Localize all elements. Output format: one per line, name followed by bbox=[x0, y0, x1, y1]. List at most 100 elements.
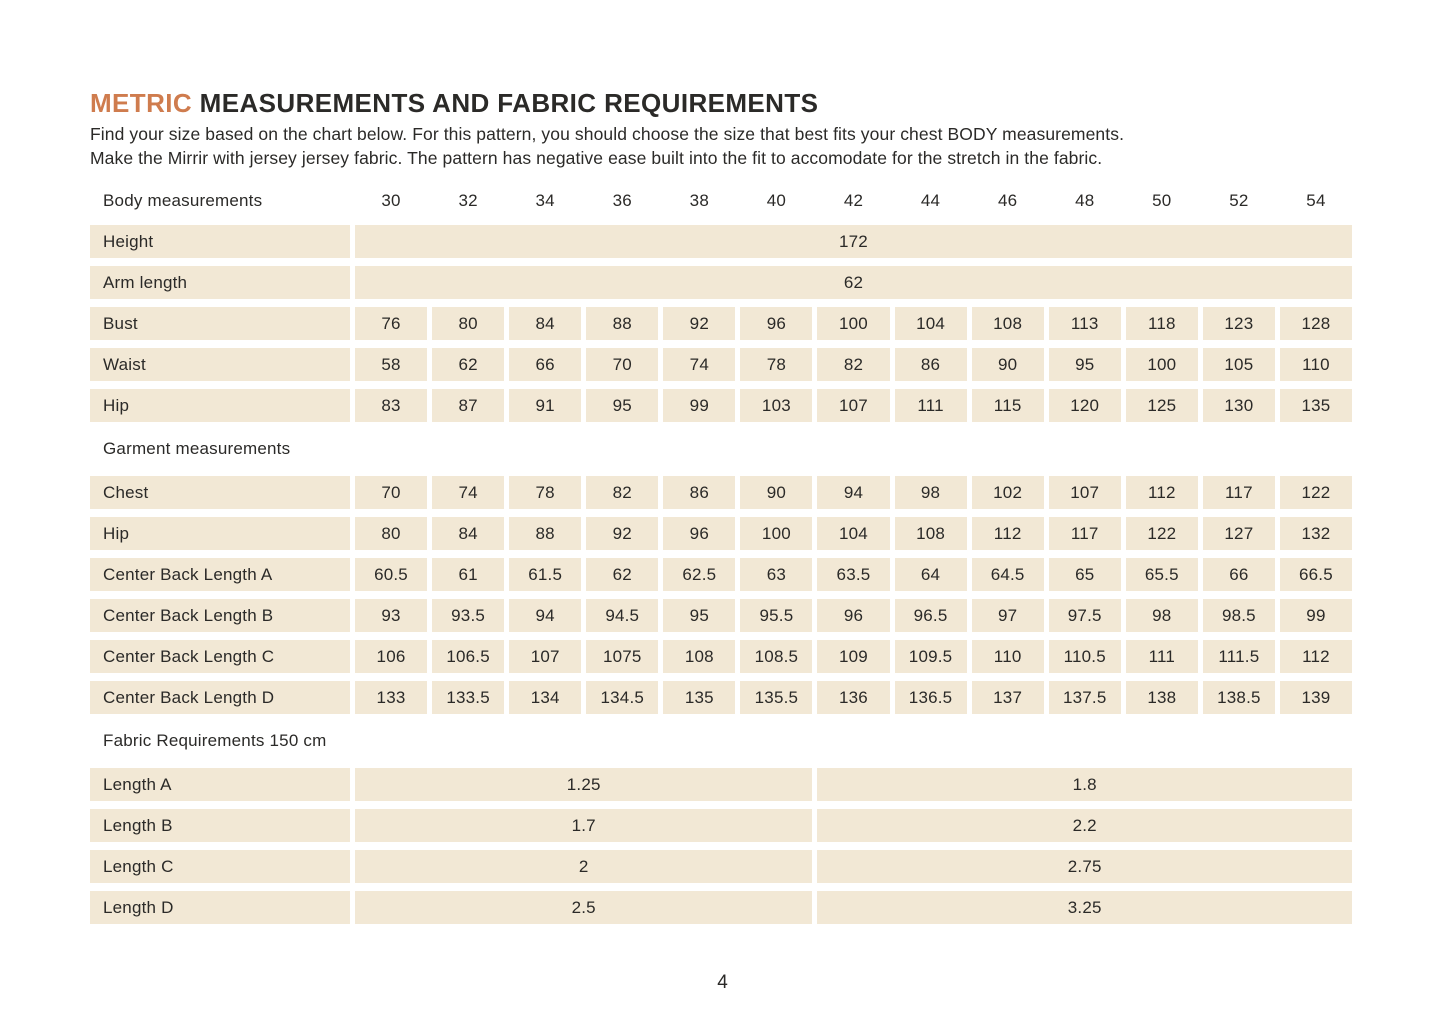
page-content: METRIC MEASUREMENTS AND FABRIC REQUIREME… bbox=[90, 88, 1352, 924]
row-value-cell: 62.5 bbox=[663, 558, 736, 591]
row-value-cell: 80 bbox=[355, 517, 428, 550]
row-value-cell: 84 bbox=[432, 517, 505, 550]
row-value-cell: 95.5 bbox=[740, 599, 813, 632]
table-header-label: Body measurements bbox=[103, 190, 263, 210]
row-label: Center Back Length B bbox=[90, 599, 350, 632]
intro-line-1: Find your size based on the chart below.… bbox=[90, 124, 1125, 144]
row-value-cell: 135 bbox=[663, 681, 736, 714]
size-table: Body measurements 30 32 34 36 38 40 42 44 46 48 50 5… bbox=[90, 184, 1352, 924]
row-value-cell: 97 bbox=[971, 599, 1044, 632]
row-value-cell: 134 bbox=[509, 681, 582, 714]
row-value-cell: 111.5 bbox=[1202, 640, 1275, 673]
row-value-cell: 107 bbox=[509, 640, 582, 673]
row-label: Waist bbox=[90, 348, 350, 381]
row-value-cell: 1075 bbox=[586, 640, 659, 673]
row-value-cell: 92 bbox=[663, 307, 736, 340]
row-value-cell: 118 bbox=[1125, 307, 1198, 340]
row-value-cell: 93 bbox=[355, 599, 428, 632]
size-column-header: 30 bbox=[381, 190, 401, 210]
row-value-cell: 61.5 bbox=[509, 558, 582, 591]
row-value-right-span: 2.2 bbox=[817, 809, 1352, 842]
row-label: Length D bbox=[90, 891, 350, 924]
row-label: Center Back Length D bbox=[90, 681, 350, 714]
row-value-cell: 115 bbox=[971, 389, 1044, 422]
row-value-cell: 133 bbox=[355, 681, 428, 714]
row-value-cell: 110 bbox=[971, 640, 1044, 673]
row-value-cell: 135 bbox=[1279, 389, 1352, 422]
row-value-cell: 132 bbox=[1279, 517, 1352, 550]
row-label: Chest bbox=[90, 476, 350, 509]
row-value-cell: 100 bbox=[817, 307, 890, 340]
row-value-cell: 92 bbox=[586, 517, 659, 550]
row-value-cell: 65.5 bbox=[1125, 558, 1198, 591]
size-column-header: 46 bbox=[997, 190, 1018, 210]
row-value-cell: 87 bbox=[432, 389, 505, 422]
row-value-cell: 122 bbox=[1125, 517, 1198, 550]
row-value-cell: 99 bbox=[663, 389, 736, 422]
size-column-header: 42 bbox=[843, 190, 864, 210]
row-value-cell: 82 bbox=[586, 476, 659, 509]
row-value-left-span: 1.25 bbox=[355, 768, 813, 801]
row-value-cell: 108 bbox=[663, 640, 736, 673]
row-value-cell: 111 bbox=[894, 389, 967, 422]
row-value-cell: 94 bbox=[509, 599, 582, 632]
row-value-cell: 134.5 bbox=[586, 681, 659, 714]
size-column-header: 48 bbox=[1075, 190, 1095, 210]
row-value-cell: 86 bbox=[894, 348, 967, 381]
size-column-header: 32 bbox=[458, 190, 478, 210]
size-column-header: 50 bbox=[1152, 190, 1172, 210]
row-value-cell: 94.5 bbox=[586, 599, 659, 632]
row-label: Length A bbox=[90, 768, 350, 801]
row-value-cell: 65 bbox=[1048, 558, 1121, 591]
row-value-cell: 102 bbox=[971, 476, 1044, 509]
row-value-cell: 93.5 bbox=[432, 599, 505, 632]
row-value-cell: 138 bbox=[1125, 681, 1198, 714]
row-value-cell: 94 bbox=[817, 476, 890, 509]
row-value-cell: 135.5 bbox=[740, 681, 813, 714]
row-value-left-span: 2.5 bbox=[355, 891, 813, 924]
row-value-cell: 128 bbox=[1279, 307, 1352, 340]
size-column-header: 36 bbox=[612, 190, 632, 210]
row-value-cell: 95 bbox=[663, 599, 736, 632]
row-value-cell: 107 bbox=[817, 389, 890, 422]
row-value-cell: 90 bbox=[740, 476, 813, 509]
row-label: Length C bbox=[90, 850, 350, 883]
intro-paragraph: Find your size based on the chart below.… bbox=[90, 123, 1352, 170]
row-value-cell: 136 bbox=[817, 681, 890, 714]
size-column-header: 44 bbox=[920, 190, 941, 210]
row-label: Hip bbox=[90, 517, 350, 550]
row-value-cell: 137.5 bbox=[1048, 681, 1121, 714]
row-value-cell: 120 bbox=[1048, 389, 1121, 422]
row-value-cell: 95 bbox=[586, 389, 659, 422]
row-value-cell: 96.5 bbox=[894, 599, 967, 632]
row-value-cell: 127 bbox=[1202, 517, 1275, 550]
row-value-cell: 88 bbox=[509, 517, 582, 550]
page-title-accent: METRIC bbox=[90, 88, 193, 118]
row-value-cell: 86 bbox=[663, 476, 736, 509]
row-value-cell: 80 bbox=[432, 307, 505, 340]
row-value-cell: 64.5 bbox=[971, 558, 1044, 591]
size-column-header: 54 bbox=[1306, 190, 1326, 210]
row-value-cell: 98 bbox=[894, 476, 967, 509]
size-column-header: 38 bbox=[689, 190, 709, 210]
page-title-rest: MEASUREMENTS AND FABRIC REQUIREMENTS bbox=[192, 88, 819, 118]
row-value-cell: 112 bbox=[1279, 640, 1352, 673]
row-value-cell: 104 bbox=[817, 517, 890, 550]
row-value-span: 172 bbox=[355, 225, 1352, 258]
row-value-cell: 105 bbox=[1202, 348, 1275, 381]
row-value-cell: 109 bbox=[817, 640, 890, 673]
row-value-cell: 66.5 bbox=[1279, 558, 1352, 591]
row-value-cell: 138.5 bbox=[1202, 681, 1275, 714]
row-value-cell: 74 bbox=[432, 476, 505, 509]
row-value-cell: 98 bbox=[1125, 599, 1198, 632]
row-value-cell: 61 bbox=[432, 558, 505, 591]
row-value-cell: 123 bbox=[1202, 307, 1275, 340]
row-value-right-span: 3.25 bbox=[817, 891, 1352, 924]
row-value-cell: 99 bbox=[1279, 599, 1352, 632]
row-value-cell: 106.5 bbox=[432, 640, 505, 673]
row-label: Hip bbox=[90, 389, 350, 422]
row-value-cell: 90 bbox=[971, 348, 1044, 381]
size-column-header: 34 bbox=[535, 190, 555, 210]
row-value-cell: 112 bbox=[1125, 476, 1198, 509]
